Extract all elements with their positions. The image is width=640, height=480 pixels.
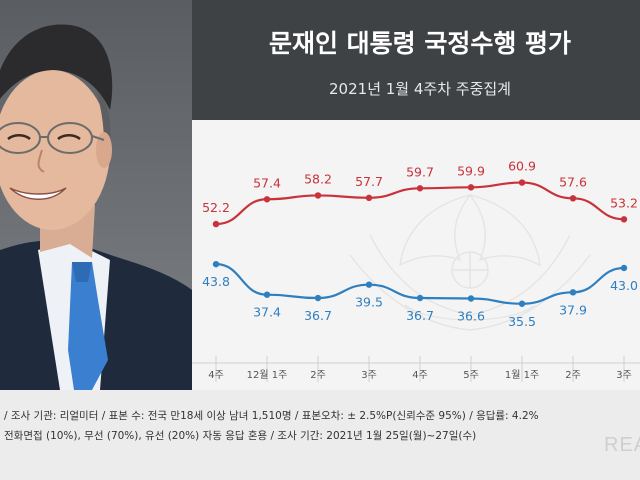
data-point [416, 294, 424, 302]
data-point [569, 289, 577, 296]
data-point [569, 195, 577, 202]
data-point [620, 216, 628, 223]
chart-title: 문재인 대통령 국정수행 평가 [268, 29, 572, 58]
data-point [212, 220, 220, 228]
data-label: 37.9 [559, 302, 587, 317]
x-tick-label: 5주 [463, 370, 479, 381]
x-tick-label: 12월 1주 [247, 369, 288, 381]
data-point [518, 179, 526, 186]
data-label: 59.9 [457, 163, 485, 178]
chart-subtitle: 2021년 1월 4주차 주중집계 [329, 80, 511, 98]
data-point [263, 196, 271, 203]
x-tick-label: 4주 [208, 370, 224, 381]
data-label: 60.9 [508, 159, 536, 174]
chart-footer: / 조사 기관: 리얼미터 / 표본 수: 전국 만18세 이상 남녀 1,51… [0, 390, 640, 480]
data-point [365, 194, 373, 202]
data-label: 57.6 [559, 174, 587, 189]
data-label: 53.2 [610, 195, 638, 210]
data-point [467, 295, 475, 302]
data-label: 43.8 [202, 274, 230, 289]
x-tick-label: 3주 [616, 370, 632, 381]
survey-note-2: 전화면접 (10%), 무선 (70%), 유선 (20%) 자동 응답 혼용 … [4, 430, 477, 442]
data-point [314, 192, 322, 199]
survey-note-1: / 조사 기관: 리얼미터 / 표본 수: 전국 만18세 이상 남녀 1,51… [4, 410, 539, 422]
emblem-watermark [349, 193, 591, 331]
data-label: 35.5 [508, 314, 536, 329]
data-point [314, 294, 322, 302]
data-label: 36.7 [304, 308, 332, 323]
data-label: 43.0 [610, 278, 638, 293]
data-label: 57.7 [355, 174, 383, 189]
president-portrait [0, 0, 192, 390]
x-tick-label: 1월 1주 [505, 369, 539, 381]
plot-area [190, 120, 640, 390]
x-tick-label: 4주 [412, 370, 428, 381]
data-label: 58.2 [304, 171, 332, 186]
data-label: 57.4 [253, 175, 281, 190]
x-tick-label: 2주 [310, 370, 326, 381]
data-point [212, 260, 220, 268]
data-point [365, 281, 373, 288]
data-point [518, 300, 526, 307]
series-line-2 [215, 263, 625, 305]
data-label: 37.4 [253, 305, 281, 320]
data-point [263, 291, 271, 298]
data-label: 59.7 [406, 164, 434, 179]
data-label: 39.5 [355, 295, 383, 310]
data-point [467, 184, 475, 191]
data-point [416, 185, 424, 192]
data-point [620, 264, 628, 272]
brand-watermark: REA [604, 434, 640, 456]
data-label: 36.7 [406, 308, 434, 323]
data-label: 36.6 [457, 309, 485, 324]
x-tick-label: 2주 [565, 370, 581, 381]
data-label: 52.2 [202, 200, 230, 215]
x-tick-label: 3주 [361, 370, 377, 381]
